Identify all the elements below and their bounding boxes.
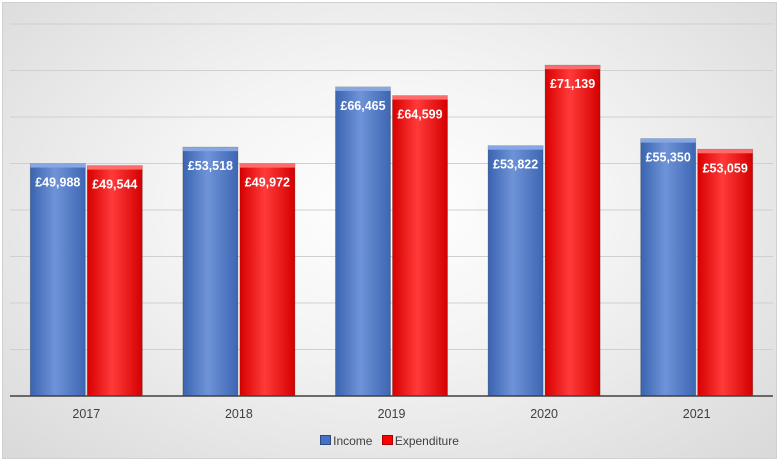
data-label-expenditure-2017: £49,544 xyxy=(92,178,137,192)
bar-expenditure-2017 xyxy=(86,165,143,397)
data-label-income-2020: £53,822 xyxy=(493,158,538,172)
data-label-expenditure-2021: £53,059 xyxy=(703,161,748,175)
legend-item-income: Income xyxy=(320,434,372,448)
x-tick-label: 2021 xyxy=(683,407,711,421)
bar-income-2018 xyxy=(182,146,239,397)
legend-label-income: Income xyxy=(333,434,373,448)
data-label-income-2017: £49,988 xyxy=(35,176,80,190)
bar-income-2020 xyxy=(487,145,544,397)
legend-label-expenditure: Expenditure xyxy=(394,434,459,448)
legend: Income Expenditure xyxy=(3,434,776,448)
x-tick-label: 2018 xyxy=(225,407,253,421)
legend-item-expenditure: Expenditure xyxy=(381,434,459,448)
legend-swatch-income xyxy=(320,435,332,445)
bar-expenditure-2020 xyxy=(544,64,601,397)
bar-top-income-2020 xyxy=(488,145,544,150)
data-label-income-2018: £53,518 xyxy=(188,159,233,173)
bar-expenditure-2021 xyxy=(697,148,754,397)
data-label-expenditure-2019: £64,599 xyxy=(397,108,442,122)
bar-top-income-2017 xyxy=(30,163,86,168)
bar-income-2019 xyxy=(335,86,391,397)
bar-top-expenditure-2018 xyxy=(239,163,295,168)
bar-expenditure-2018 xyxy=(239,163,296,397)
bar-top-income-2019 xyxy=(335,86,391,91)
data-label-income-2021: £55,350 xyxy=(646,151,691,165)
bar-top-expenditure-2017 xyxy=(87,165,143,170)
bar-top-expenditure-2021 xyxy=(697,149,753,154)
bar-top-expenditure-2020 xyxy=(545,65,601,70)
bar-expenditure-2019 xyxy=(392,95,448,397)
x-tick-label: 2017 xyxy=(72,407,100,421)
bar-top-expenditure-2019 xyxy=(392,95,448,100)
bar-top-income-2018 xyxy=(182,147,238,152)
bar-income-2017 xyxy=(29,163,86,397)
bar-top-income-2021 xyxy=(640,138,696,143)
legend-swatch-expenditure xyxy=(381,435,393,445)
data-label-income-2019: £66,465 xyxy=(340,99,385,113)
data-label-expenditure-2020: £71,139 xyxy=(550,77,595,91)
x-tick-label: 2020 xyxy=(530,407,558,421)
bar-income-2021 xyxy=(640,138,697,397)
x-tick-label: 2019 xyxy=(378,407,406,421)
bar-chart: £49,988 £49,544 £53,518 £49,972 £66,465 £64,5… xyxy=(10,23,773,421)
data-label-expenditure-2018: £49,972 xyxy=(245,176,290,190)
